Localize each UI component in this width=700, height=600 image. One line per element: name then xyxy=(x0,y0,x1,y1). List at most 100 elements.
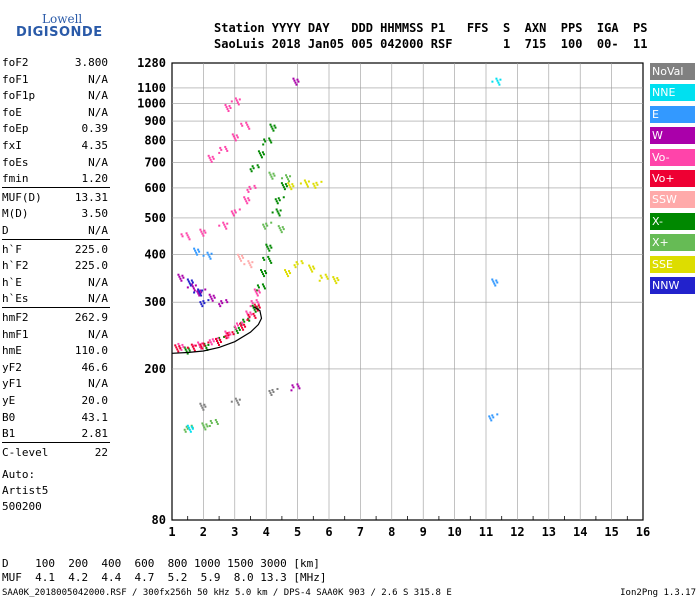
legend-item-vo-: Vo- xyxy=(650,148,695,166)
param-name: foF1 xyxy=(2,72,29,86)
legend-item-e: E xyxy=(650,105,695,123)
param-row-yf2: yF2 46.6 xyxy=(2,361,108,377)
point-x- xyxy=(269,123,277,132)
point-vo- xyxy=(214,337,222,346)
param-value: 46.6 xyxy=(81,360,109,374)
legend-item-noval: NoVal xyxy=(650,63,695,80)
point-vo- xyxy=(230,97,241,106)
param-row-b1: B1 2.81 xyxy=(2,427,108,443)
point-x- xyxy=(255,283,266,292)
logo-line2: DIGISONDE xyxy=(16,25,103,40)
muf-distance-table: D 100 200 400 600 800 1000 1500 3000 [km… xyxy=(2,557,327,585)
param-value: N/A xyxy=(88,105,108,119)
x-tick-label: 2 xyxy=(200,525,207,539)
param-name: foF2 xyxy=(2,56,29,69)
param-name: B0 xyxy=(2,410,16,424)
point-w xyxy=(292,77,300,86)
point-sse xyxy=(284,269,292,278)
param-value: N/A xyxy=(88,224,108,237)
point-e xyxy=(193,247,201,256)
param-name: h`F xyxy=(2,242,22,256)
header-line1: Station YYYY DAY DDD HHMMSS P1 FFS S AXN… xyxy=(214,21,648,35)
param-name: h`F2 xyxy=(2,259,29,273)
point-sse xyxy=(318,273,329,282)
param-value: 225.0 xyxy=(74,242,108,256)
param-name: C-level xyxy=(2,445,49,459)
param-row-m-d-: M(D) 3.50 xyxy=(2,207,108,223)
param-separator xyxy=(2,238,110,240)
legend-item-vo-: Vo+ xyxy=(650,170,695,187)
legend-item-w: W xyxy=(650,127,695,145)
param-name: foF1p xyxy=(2,89,36,103)
param-name: hmE xyxy=(2,344,22,358)
point-x- xyxy=(265,243,273,252)
y-tick-label: 1280 xyxy=(137,56,166,70)
point-w xyxy=(186,283,197,292)
param-row-fof1p: foF1p N/A xyxy=(2,89,108,105)
param-row-fxi: fxI 4.35 xyxy=(2,139,108,155)
y-tick-label: 600 xyxy=(144,181,166,195)
x-tick-label: 12 xyxy=(510,525,524,539)
param-value: N/A xyxy=(88,275,108,289)
param-value: 0.39 xyxy=(81,122,109,136)
x-tick-label: 3 xyxy=(231,525,238,539)
param-name: foE xyxy=(2,105,22,119)
point-e xyxy=(202,251,213,260)
param-value: 3.800 xyxy=(74,56,108,69)
param-name: h`Es xyxy=(2,292,29,306)
param-name: h`E xyxy=(2,275,22,289)
point-vo- xyxy=(218,221,229,230)
param-name: fxI xyxy=(2,139,22,152)
param-value: N/A xyxy=(88,155,108,169)
param-name: yF1 xyxy=(2,377,22,391)
param-row-h-f: h`F 225.0 xyxy=(2,243,108,259)
point-noval xyxy=(230,397,241,406)
legend-item-x-: X+ xyxy=(650,234,695,252)
point-vo- xyxy=(243,196,251,205)
point-vo- xyxy=(224,331,235,340)
point-w xyxy=(218,299,229,308)
point-vo- xyxy=(180,232,191,241)
param-value: 1.20 xyxy=(81,172,109,186)
point-sse xyxy=(299,179,310,188)
point-nne xyxy=(186,424,194,433)
point-vo- xyxy=(246,312,257,321)
point-x- xyxy=(208,418,219,427)
x-tick-label: 4 xyxy=(263,525,270,539)
param-name: yF2 xyxy=(2,360,22,374)
point-vo- xyxy=(240,121,251,130)
point-w xyxy=(290,383,301,392)
point-e xyxy=(491,278,499,287)
param-value: N/A xyxy=(88,292,108,306)
virtual-height-trace xyxy=(171,306,263,354)
param-name: fmin xyxy=(2,172,29,186)
point-noval xyxy=(268,387,279,396)
point-vo- xyxy=(199,341,210,350)
param-name: foEs xyxy=(2,155,29,169)
point-noval xyxy=(199,402,207,411)
param-row-c-level: C-level 22 xyxy=(2,446,108,462)
param-name: yE xyxy=(2,394,16,407)
param-row-hme: hmE 110.0 xyxy=(2,344,108,360)
param-name: M(D) xyxy=(2,207,29,221)
auto-line-1: Auto: xyxy=(2,468,36,482)
point-nnw xyxy=(193,288,204,297)
param-value: N/A xyxy=(88,377,108,391)
y-tick-label: 300 xyxy=(144,295,166,309)
param-name: hmF1 xyxy=(2,327,29,341)
point-vo- xyxy=(239,322,247,331)
point-x- xyxy=(280,182,288,191)
param-value: N/A xyxy=(88,89,108,103)
x-tick-label: 11 xyxy=(479,525,493,539)
param-row-b0: B0 43.1 xyxy=(2,411,108,427)
point-vo- xyxy=(233,321,244,330)
y-tick-label: 400 xyxy=(144,248,166,262)
point-w xyxy=(196,288,207,297)
point-vo- xyxy=(231,133,239,142)
param-row-h-e: h`E N/A xyxy=(2,276,108,292)
point-nnw xyxy=(186,278,194,287)
legend-item-ssw: SSW xyxy=(650,191,695,209)
y-tick-label: 200 xyxy=(144,362,166,376)
point-x- xyxy=(257,150,265,159)
